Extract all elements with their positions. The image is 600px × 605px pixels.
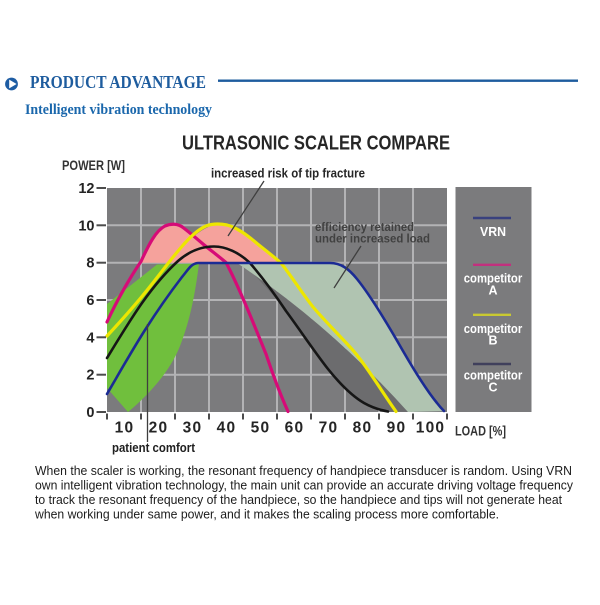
svg-text:30: 30 [183,420,203,437]
svg-text:when working under same power,: when working under same power, and it ma… [34,508,499,522]
svg-text:2: 2 [86,368,94,384]
svg-text:40: 40 [217,420,237,437]
svg-text:10: 10 [78,218,94,234]
svg-text:20: 20 [149,420,169,437]
svg-text:competitor: competitor [464,322,523,336]
svg-text:6: 6 [86,293,94,309]
svg-text:B: B [488,334,497,348]
svg-text:50: 50 [251,420,271,437]
svg-text:competitor: competitor [464,272,523,286]
svg-text:competitor: competitor [464,369,523,383]
svg-text:under increased load: under increased load [315,232,430,246]
svg-text:90: 90 [387,420,407,437]
svg-text:PRODUCT ADVANTAGE: PRODUCT ADVANTAGE [30,72,206,92]
svg-text:8: 8 [86,256,94,272]
svg-text:A: A [488,284,497,298]
svg-text:12: 12 [78,181,94,197]
svg-text:When the scaler is working, th: When the scaler is working, the resonant… [35,464,572,478]
svg-text:C: C [488,381,497,395]
svg-text:80: 80 [353,420,373,437]
svg-text:ULTRASONIC SCALER COMPARE: ULTRASONIC SCALER COMPARE [182,133,450,155]
svg-text:4: 4 [86,330,94,346]
svg-text:to track the resonant frequenc: to track the resonant frequency of the h… [35,493,562,507]
svg-text:LOAD [%]: LOAD [%] [455,424,506,439]
svg-text:efficiency retained: efficiency retained [315,220,414,234]
svg-text:own intelligent vibration tech: own intelligent vibration technology, th… [35,479,574,493]
svg-text:VRN: VRN [480,224,506,239]
svg-text:100: 100 [416,420,445,437]
svg-text:0: 0 [86,405,94,421]
svg-text:patient comfort: patient comfort [112,440,196,455]
svg-text:Intelligent vibration technolo: Intelligent vibration technology [25,102,213,118]
svg-text:10: 10 [115,420,135,437]
svg-text:60: 60 [285,420,305,437]
svg-text:POWER [W]: POWER [W] [62,158,125,173]
svg-text:increased risk of tip fracture: increased risk of tip fracture [211,166,365,181]
svg-text:70: 70 [319,420,339,437]
